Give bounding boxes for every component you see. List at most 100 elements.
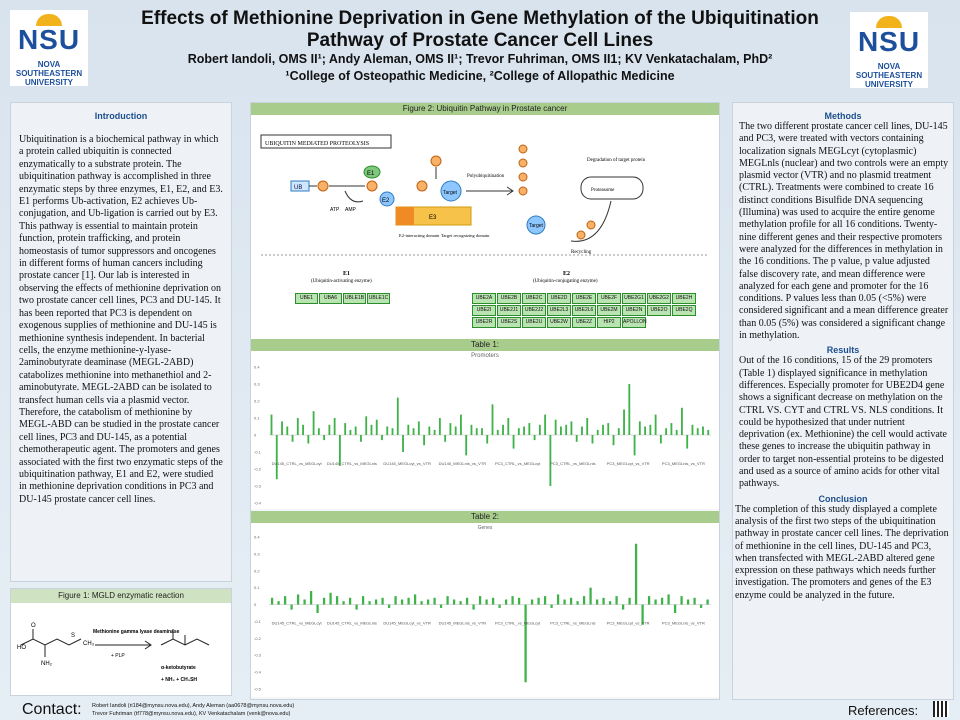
chart-bar <box>615 596 618 605</box>
chart-bar <box>523 426 525 435</box>
chart-bar <box>706 599 709 605</box>
e2-gene-box: UBE2O <box>647 305 671 316</box>
chart-bar <box>439 604 443 608</box>
group-label: DU145_MEGLnls_vs_VTR <box>439 621 487 626</box>
svg-text:CH₃: CH₃ <box>83 641 95 647</box>
chart-bar <box>309 591 313 605</box>
chart-bar <box>381 435 383 441</box>
chart-bar <box>596 429 599 435</box>
svg-text:E3: E3 <box>429 215 437 221</box>
svg-text:UB: UB <box>294 185 302 191</box>
chart-bar <box>407 597 410 605</box>
chart-bar <box>381 597 384 605</box>
svg-text:E2: E2 <box>563 271 570 277</box>
chart-bar <box>659 435 662 444</box>
y-tick-label: 0.2 <box>254 568 260 573</box>
contact-label: Contact: <box>22 701 82 718</box>
chart-bar <box>317 428 320 435</box>
nsu-logo-right: NSU NOVA SOUTHEASTERN UNIVERSITY <box>850 12 928 89</box>
contact-line-1: Robert Iandoli (ri184@mynsu.nova.edu), A… <box>92 703 295 709</box>
e2-gene-box: UBE2A <box>472 293 496 304</box>
y-tick-label: 0.4 <box>254 535 260 540</box>
chart-bar <box>386 426 389 435</box>
genes-chart: Genes 0.4 0.3 0.2 0.1 0 -0.1 -0.2 -0.3 -0.4 -0.5 D… <box>251 523 719 697</box>
chart-bar <box>591 435 594 444</box>
svg-text:(Ubiquitin-conjugating enzyme): (Ubiquitin-conjugating enzyme) <box>533 279 598 284</box>
chart-bar <box>556 594 560 605</box>
chart-bar <box>277 601 280 605</box>
chart-bar <box>538 424 541 435</box>
y-tick-label: -0.5 <box>254 687 262 692</box>
chart-bar <box>302 424 304 435</box>
chart-bar <box>576 601 579 605</box>
chart-bar <box>338 435 341 466</box>
nsu-logo-left: NSU NOVA SOUTHEASTERN UNIVERSITY <box>10 10 88 87</box>
svg-text:(Ubiquitin-activating enzyme): (Ubiquitin-activating enzyme) <box>311 279 372 284</box>
chart-bar <box>387 604 391 608</box>
y-tick-label: 0.1 <box>254 585 260 590</box>
chart-bar <box>402 435 404 452</box>
figure1-caption: Figure 1: MGLD enzymatic reaction <box>11 589 231 603</box>
pathway-diagram: UBIQUITIN MEDIATED PROTEOLYSIS UB E1 ATP… <box>260 134 709 284</box>
chart-bar <box>349 429 352 435</box>
chart-bar <box>550 604 553 608</box>
chart-bar <box>413 594 417 605</box>
e2-gene-box: UBE2H <box>672 293 696 304</box>
results-heading: Results <box>826 345 860 356</box>
promoters-chart: Promoters 0.4 0.3 0.2 0.1 0 -0.1 -0.2 -0.3 -0.4 D… <box>251 351 719 509</box>
svg-text:Target recognizing domain: Target recognizing domain <box>441 233 490 238</box>
center-panel: Figure 2: Ubiquitin Pathway in Prostate … <box>250 102 720 700</box>
chart-bar <box>485 599 488 605</box>
svg-text:Degradation of target protein: Degradation of target protein <box>587 158 646 163</box>
chart-bar <box>595 599 599 605</box>
chart-bar <box>641 604 644 625</box>
chart-bar <box>554 419 557 435</box>
chart-bar <box>407 424 410 435</box>
chart-bar <box>438 418 441 435</box>
table2-caption: Table 2: <box>251 511 719 523</box>
y-tick-label: 0.4 <box>254 365 260 370</box>
chart-bar <box>481 428 483 435</box>
poster-header: NSU NOVA SOUTHEASTERN UNIVERSITY Effects… <box>0 0 960 92</box>
promoters-bar-chart: 0.4 0.3 0.2 0.1 0 -0.1 -0.2 -0.3 -0.4 DU145_CTRL_… <box>254 365 711 506</box>
chart-bar <box>472 604 475 610</box>
enzyme-label: Methionine gamma lyase deaminase <box>93 629 180 635</box>
chart-bar <box>433 597 436 605</box>
chart-bar <box>565 424 568 435</box>
contact-line-2: Trevor Fuhriman (tf778@mynsu.nova.edu), … <box>92 711 291 717</box>
chart-bar <box>670 423 673 435</box>
chart-bar <box>667 594 670 605</box>
chart-bar <box>286 426 289 435</box>
chart-bar <box>686 435 689 449</box>
introduction-heading: Introduction <box>94 111 148 121</box>
product-label: α-ketobutyrate <box>161 665 196 671</box>
chart-bar <box>634 543 638 605</box>
chart-bar <box>517 597 521 605</box>
table1-caption: Table 1: <box>251 339 719 351</box>
group-label: PC3_CTRL_vs_MEGLcyt <box>495 461 541 466</box>
chart-bar <box>586 418 589 435</box>
chart-bar <box>475 428 478 435</box>
y-tick-label: -0.1 <box>254 619 262 624</box>
e1-gene-box: UBE1 <box>295 293 318 304</box>
chart-bar <box>486 435 489 444</box>
chart-bar <box>563 599 566 605</box>
chart-bar <box>511 596 514 605</box>
chart-bar <box>543 596 547 605</box>
svg-text:E2-interacting domain: E2-interacting domain <box>399 233 440 238</box>
y-tick-label: 0 <box>254 433 257 438</box>
methods-text: The two different prostate cancer cell l… <box>739 121 949 342</box>
group-label: DU145_MEGLcyt_vs_VTR <box>383 621 431 626</box>
chart-bar <box>342 601 345 605</box>
svg-text:NH₂: NH₂ <box>41 661 53 667</box>
chart-bar <box>270 414 273 435</box>
chart-bar <box>628 384 631 435</box>
right-panel: Methods The two different prostate cance… <box>732 102 954 700</box>
chart-bar <box>426 599 430 605</box>
e1-gene-box: UBLE1C <box>367 293 390 304</box>
genes-chart-title: Genes <box>477 525 493 531</box>
y-tick-label: 0 <box>254 602 257 607</box>
e2-gene-box: UBE2B <box>497 293 521 304</box>
group-label: PC3_CTRL_vs_MEGLnls <box>550 461 595 466</box>
chart-bar <box>617 428 620 435</box>
